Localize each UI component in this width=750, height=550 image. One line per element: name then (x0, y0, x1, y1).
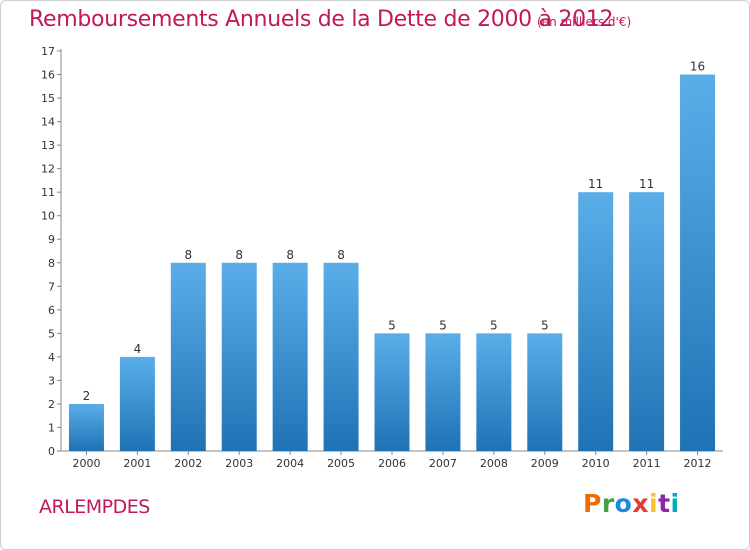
x-tick-label: 2002 (174, 457, 202, 470)
x-tick-label: 2000 (72, 457, 100, 470)
bar-value-label: 8 (286, 248, 294, 262)
y-tick-label: 7 (48, 280, 55, 293)
y-tick-label: 15 (41, 92, 55, 105)
x-tick-label: 2004 (276, 457, 304, 470)
y-tick-label: 8 (48, 257, 55, 270)
bar-2006[interactable] (374, 333, 410, 451)
chart-title: Remboursements Annuels de la Dette de 20… (29, 7, 614, 32)
bar-2001[interactable] (119, 356, 155, 451)
bar-value-label: 8 (184, 248, 192, 262)
y-tick-label: 13 (41, 139, 55, 152)
proxiti-logo[interactable]: Proxiti (583, 489, 680, 518)
bar-value-label: 16 (690, 60, 705, 74)
bar-2009[interactable] (527, 333, 563, 451)
bar-value-label: 5 (541, 318, 549, 332)
bar-value-label: 5 (439, 318, 447, 332)
bars (68, 74, 716, 452)
y-tick-label: 4 (48, 351, 55, 364)
y-tick-label: 9 (48, 233, 55, 246)
x-tick-label: 2006 (378, 457, 406, 470)
bar-2008[interactable] (476, 333, 512, 451)
x-tick-label: 2007 (429, 457, 457, 470)
brand-letter: o (614, 489, 633, 518)
x-tick-label: 2012 (684, 457, 712, 470)
bar-2010[interactable] (578, 192, 614, 452)
y-tick-label: 16 (41, 69, 55, 82)
x-tick-label: 2005 (327, 457, 355, 470)
bar-value-label: 5 (388, 318, 396, 332)
y-tick-label: 17 (41, 45, 55, 58)
bar-value-label: 11 (588, 177, 603, 191)
y-tick-label: 2 (48, 398, 55, 411)
y-tick-label: 1 (48, 421, 55, 434)
bar-2004[interactable] (272, 262, 308, 451)
x-tick-label: 2011 (633, 457, 661, 470)
y-tick-label: 3 (48, 374, 55, 387)
brand-letter: i (649, 489, 659, 518)
bar-value-label: 4 (134, 342, 142, 356)
x-tick-label: 2009 (531, 457, 559, 470)
bar-2005[interactable] (323, 262, 359, 451)
brand-letter: P (583, 489, 602, 518)
brand-letter: i (670, 489, 680, 518)
x-tick-label: 2008 (480, 457, 508, 470)
bar-2011[interactable] (629, 192, 665, 452)
bar-value-label: 8 (235, 248, 243, 262)
y-tick-label: 11 (41, 186, 55, 199)
y-tick-label: 14 (41, 116, 55, 129)
brand-letter: r (601, 489, 615, 518)
bar-2007[interactable] (425, 333, 461, 451)
y-tick-label: 10 (41, 210, 55, 223)
x-tick-label: 2010 (582, 457, 610, 470)
brand-letter: t (658, 489, 671, 518)
bar-2002[interactable] (170, 262, 206, 451)
brand-letter: x (632, 489, 649, 518)
y-tick-label: 6 (48, 304, 55, 317)
bar-2012[interactable] (680, 74, 716, 451)
bar-value-label: 2 (83, 389, 91, 403)
bar-value-label: 5 (490, 318, 498, 332)
bar-2000[interactable] (68, 403, 104, 451)
commune-name: ARLEMPDES (39, 496, 150, 518)
bar-2003[interactable] (221, 262, 257, 451)
x-tick-label: 2003 (225, 457, 253, 470)
y-tick-label: 12 (41, 163, 55, 176)
y-tick-label: 5 (48, 327, 55, 340)
chart-subtitle: (en milliers d'€) (537, 15, 632, 29)
bar-value-label: 8 (337, 248, 345, 262)
labels: 2 2000 4 2001 8 2002 8 2003 8 2004 8 2005 5 2006 5 2007… (72, 60, 711, 470)
y-tick-label: 0 (48, 445, 55, 458)
x-tick-label: 2001 (123, 457, 151, 470)
bar-value-label: 11 (639, 177, 654, 191)
